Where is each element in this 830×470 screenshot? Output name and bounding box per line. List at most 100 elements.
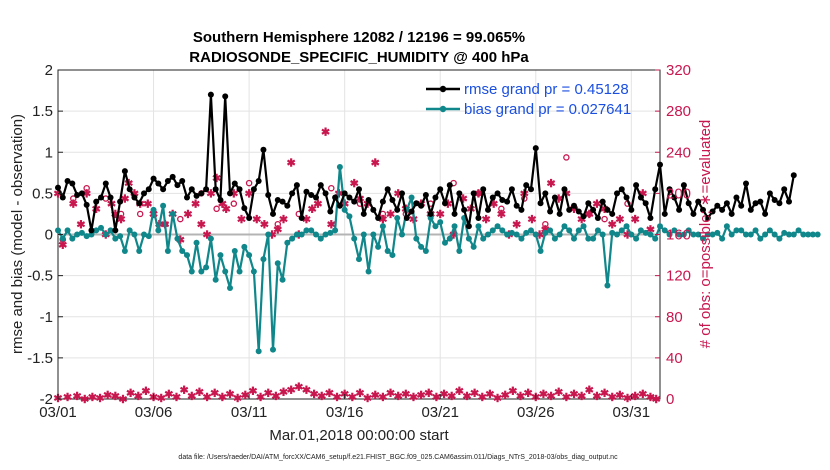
- rmse-point: [590, 206, 597, 213]
- bias-point: [771, 231, 778, 238]
- rmse-point: [236, 186, 243, 193]
- rmse-point: [575, 208, 582, 215]
- rmse-point: [188, 186, 195, 193]
- bias-point: [341, 206, 348, 213]
- bias-point: [207, 235, 214, 242]
- bias-point: [633, 235, 640, 242]
- bias-point: [131, 231, 138, 238]
- rmse-point: [528, 186, 534, 193]
- legend-bias-marker: [439, 105, 447, 113]
- bias-point: [375, 243, 382, 250]
- rmse-series: [55, 91, 797, 234]
- rmse-point: [246, 215, 253, 222]
- bias-point: [236, 268, 243, 275]
- rmse-point: [279, 198, 286, 205]
- bias-point: [747, 231, 754, 238]
- rmse-point: [255, 178, 262, 185]
- obs-evaluated-marker: [527, 214, 537, 224]
- y-right-tick-label: 320: [666, 62, 691, 79]
- obs-possible-marker: [213, 205, 220, 213]
- bias-point: [814, 231, 821, 238]
- obs-daily-count-marker: [600, 388, 609, 398]
- rmse-point: [676, 206, 683, 213]
- obs-evaluated-marker: [592, 199, 602, 208]
- obs-daily-count-marker: [210, 388, 219, 398]
- rmse-point: [456, 190, 463, 197]
- obs-evaluated-marker: [279, 214, 288, 224]
- x-tick-label: 03/26: [517, 404, 555, 421]
- rmse-point: [657, 161, 663, 168]
- rmse-point: [155, 180, 162, 187]
- bias-point: [83, 233, 90, 240]
- rmse-point: [379, 198, 386, 205]
- bias-point: [399, 231, 405, 238]
- bias-line: [57, 166, 818, 353]
- bias-point: [547, 227, 554, 234]
- obs-evaluated-marker: [183, 209, 193, 219]
- rmse-point: [609, 210, 616, 217]
- rmse-point: [93, 198, 100, 205]
- bias-point: [790, 231, 797, 238]
- bias-point: [800, 231, 807, 238]
- obs-possible-marker: [601, 215, 608, 223]
- legend-rmse-label: rmse grand pr = 0.45128: [464, 81, 629, 98]
- bias-point: [580, 223, 587, 230]
- obs-daily-count-marker: [141, 386, 151, 395]
- rmse-point: [102, 180, 109, 187]
- rmse-point: [489, 194, 496, 201]
- rmse-point: [585, 200, 592, 207]
- y-right-tick-label: 280: [666, 103, 691, 120]
- rmse-point: [184, 194, 190, 201]
- obs-daily-count-marker: [539, 389, 548, 399]
- rmse-point: [375, 215, 382, 222]
- obs-daily-count-marker: [508, 386, 518, 395]
- obs-daily-count-marker: [523, 388, 533, 398]
- rmse-point: [212, 186, 219, 193]
- obs-evaluated-marker: [371, 158, 380, 167]
- bias-point: [566, 227, 573, 234]
- y-left-tick-label: 0: [45, 227, 53, 244]
- obs-daily-count-marker: [187, 391, 196, 401]
- rmse-point: [465, 223, 472, 230]
- rmse-point: [580, 213, 587, 220]
- y-right-tick-label: 0: [666, 391, 674, 408]
- rmse-point: [126, 186, 133, 193]
- rmse-point: [704, 215, 711, 222]
- rmse-point: [198, 190, 205, 197]
- bias-point: [332, 227, 339, 234]
- bias-point: [227, 284, 233, 291]
- rmse-point: [360, 210, 367, 217]
- bias-point: [308, 227, 315, 234]
- rmse-point: [700, 206, 706, 213]
- rmse-point: [74, 192, 81, 199]
- bias-point: [394, 215, 401, 222]
- y-right-tick-label: 80: [666, 309, 683, 326]
- rmse-point: [547, 208, 554, 215]
- bias-point: [274, 260, 281, 267]
- rmse-point: [164, 178, 171, 185]
- obs-daily-count-marker: [118, 394, 128, 404]
- rmse-point: [317, 182, 324, 189]
- rmse-point: [308, 192, 315, 199]
- rmse-point: [193, 192, 200, 199]
- obs-daily-count-marker: [516, 391, 525, 401]
- rmse-point: [571, 202, 577, 209]
- obs-evaluated-marker: [546, 178, 556, 188]
- rmse-point: [427, 210, 434, 217]
- obs-evaluated-marker: [615, 214, 625, 224]
- rmse-point: [781, 186, 788, 193]
- obs-daily-count-marker: [470, 388, 479, 398]
- obs-possible-marker: [274, 220, 282, 228]
- rmse-point: [365, 196, 372, 203]
- obs-daily-count-marker: [439, 389, 449, 399]
- obs-daily-count-marker: [286, 385, 296, 394]
- bias-point: [255, 348, 262, 355]
- rmse-point: [384, 186, 391, 193]
- bias-point: [336, 164, 343, 171]
- rmse-point: [322, 190, 329, 197]
- rmse-point: [217, 196, 224, 203]
- bias-point: [437, 219, 444, 226]
- obs-possible-marker: [83, 184, 90, 192]
- bias-point: [117, 233, 124, 240]
- obs-possible-marker: [328, 184, 335, 192]
